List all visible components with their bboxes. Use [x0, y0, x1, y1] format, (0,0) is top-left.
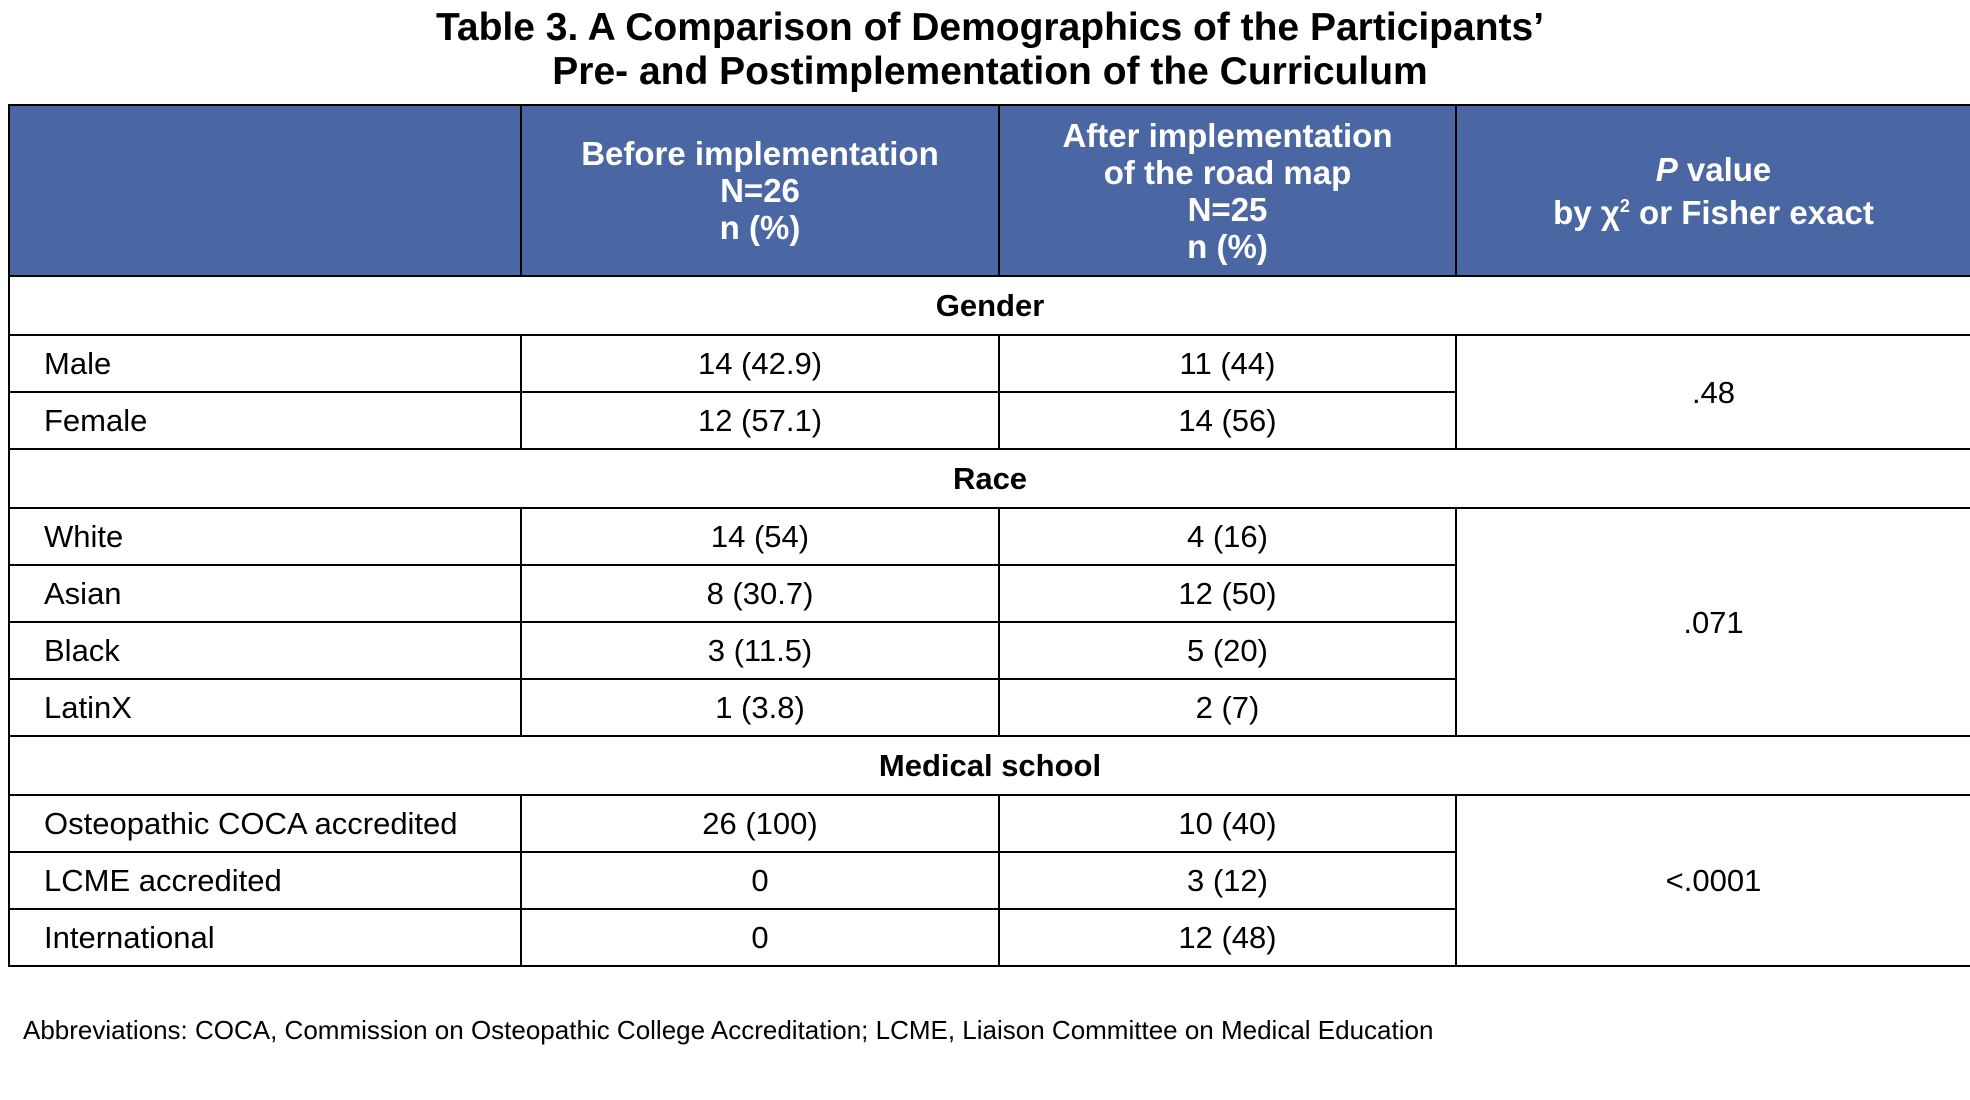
header-before-line: Before implementation [581, 135, 939, 172]
after-value: 14 (56) [998, 391, 1457, 450]
header-after-line: n (%) [1187, 227, 1268, 265]
table-title-line-1: Table 3. A Comparison of Demographics of… [435, 6, 1545, 49]
before-value: 0 [520, 908, 1000, 967]
header-before-line: N=26 [720, 172, 800, 209]
row-label: Male [8, 334, 522, 393]
after-value: 12 (48) [998, 908, 1457, 967]
p-value-word: value [1677, 150, 1772, 188]
table-row: Asian 8 (30.7) 12 (50) [8, 564, 1970, 623]
section-heading: Race [8, 448, 1970, 509]
header-p-value: P value by χ2 or Fisher exact [1455, 104, 1970, 277]
after-value: 11 (44) [998, 334, 1457, 393]
row-label: Asian [8, 564, 522, 623]
table-row: Osteopathic COCA accredited 26 (100) 10 … [8, 794, 1970, 967]
p-value-cell: .071 [1455, 507, 1970, 737]
before-value: 26 (100) [520, 794, 1000, 853]
before-value: 14 (42.9) [520, 334, 1000, 393]
section-heading: Medical school [8, 735, 1970, 796]
before-value: 8 (30.7) [520, 564, 1000, 623]
chi-square-superscript: 2 [1619, 195, 1630, 216]
after-value: 2 (7) [998, 678, 1457, 737]
header-after-line: N=25 [1187, 190, 1268, 228]
p-test-suffix: or Fisher exact [1629, 193, 1874, 231]
table-row: LCME accredited 0 3 (12) [8, 851, 1970, 910]
p-value-cell: <.0001 [1455, 794, 1970, 967]
table-title: Table 3. A Comparison of Demographics of… [0, 6, 1970, 94]
header-after-line: After implementation [1062, 116, 1393, 154]
before-value: 14 (54) [520, 507, 1000, 566]
header-p-value-line-2: by χ2 or Fisher exact [1457, 188, 1970, 231]
header-p-value-line-1: P value [1457, 151, 1970, 188]
table-row: International 0 12 (48) [8, 908, 1970, 967]
table-row: Female 12 (57.1) 14 (56) [8, 391, 1970, 450]
section-row-race: Race [8, 448, 1970, 509]
after-value: 5 (20) [998, 621, 1457, 680]
row-label: Black [8, 621, 522, 680]
p-letter: P [1655, 150, 1678, 188]
table-row: White 14 (54) 4 (16) .071 [8, 507, 1970, 737]
demographics-table: Before implementation N=26 n (%) After i… [8, 104, 1970, 967]
after-value: 4 (16) [998, 507, 1457, 566]
row-label: LCME accredited [8, 851, 522, 910]
after-value: 10 (40) [998, 794, 1457, 853]
before-value: 12 (57.1) [520, 391, 1000, 450]
p-value-cell: .48 [1455, 334, 1970, 450]
header-before-line: n (%) [719, 209, 801, 246]
before-value: 3 (11.5) [520, 621, 1000, 680]
header-after-implementation: After implementation of the road map N=2… [998, 104, 1457, 277]
p-test-prefix: by χ [1553, 193, 1620, 231]
before-value: 1 (3.8) [520, 678, 1000, 737]
table-row: Black 3 (11.5) 5 (20) [8, 621, 1970, 680]
header-after-line: of the road map [1103, 153, 1352, 191]
row-label: LatinX [8, 678, 522, 737]
before-value: 0 [520, 851, 1000, 910]
section-heading: Gender [8, 275, 1970, 336]
row-label: International [8, 908, 522, 967]
section-row-gender: Gender [8, 275, 1970, 336]
header-empty-cell [8, 104, 522, 277]
row-label: Female [8, 391, 522, 450]
table-title-line-2: Pre- and Postimplementation of the Curri… [552, 50, 1428, 93]
after-value: 3 (12) [998, 851, 1457, 910]
abbreviations-footnote: Abbreviations: COCA, Commission on Osteo… [23, 1015, 1434, 1045]
table-row: LatinX 1 (3.8) 2 (7) [8, 678, 1970, 737]
header-before-implementation: Before implementation N=26 n (%) [520, 104, 1000, 277]
table-row: Male 14 (42.9) 11 (44) .48 [8, 334, 1970, 450]
section-row-medical-school: Medical school [8, 735, 1970, 796]
header-row: Before implementation N=26 n (%) After i… [8, 104, 1970, 277]
after-value: 12 (50) [998, 564, 1457, 623]
row-label: White [8, 507, 522, 566]
row-label: Osteopathic COCA accredited [8, 794, 522, 853]
